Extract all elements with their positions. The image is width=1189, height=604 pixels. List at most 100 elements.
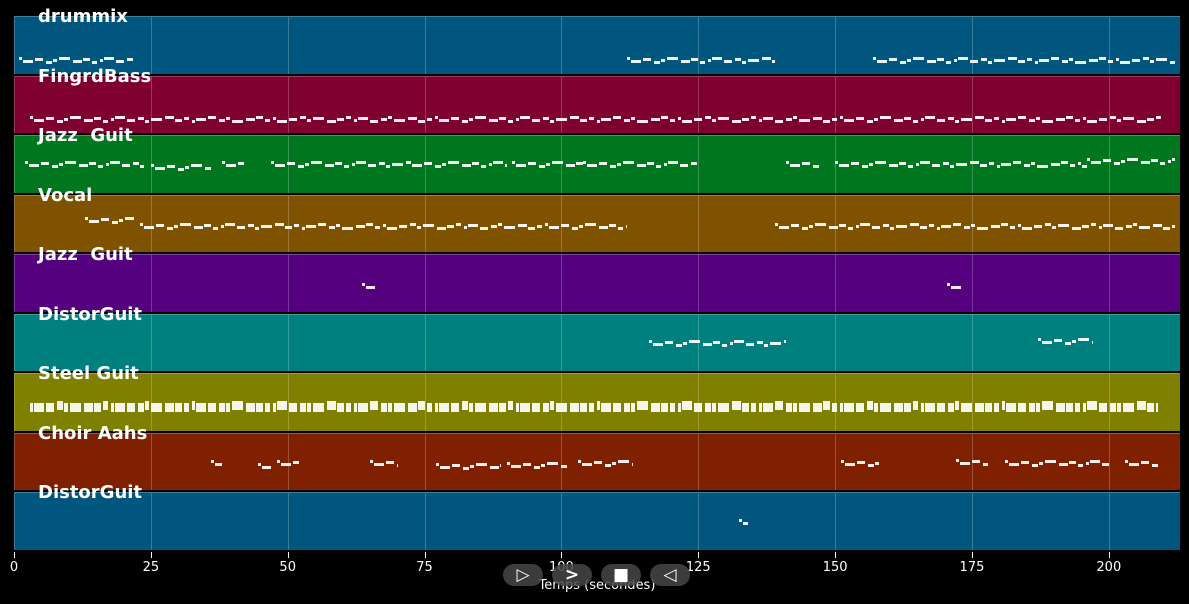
note bbox=[34, 119, 45, 123]
note bbox=[1036, 403, 1041, 413]
note bbox=[88, 161, 96, 165]
note bbox=[661, 58, 666, 62]
note bbox=[105, 162, 109, 166]
track-lane: Steel Guit bbox=[14, 365, 1180, 431]
note bbox=[570, 116, 580, 120]
grid-line bbox=[150, 76, 152, 134]
note bbox=[493, 160, 504, 164]
note bbox=[83, 57, 91, 61]
forward-button[interactable]: > bbox=[552, 564, 592, 586]
note bbox=[166, 164, 175, 168]
stop-button[interactable]: ■ bbox=[601, 564, 641, 586]
note bbox=[1038, 461, 1043, 465]
note bbox=[1125, 459, 1129, 463]
note bbox=[869, 162, 874, 166]
note bbox=[1159, 161, 1165, 165]
note bbox=[532, 403, 541, 413]
note bbox=[950, 164, 955, 168]
note bbox=[1117, 119, 1122, 123]
note bbox=[550, 401, 555, 411]
note bbox=[224, 223, 235, 227]
note bbox=[394, 403, 406, 413]
note bbox=[871, 226, 880, 230]
note bbox=[273, 117, 277, 121]
rewind-button[interactable]: ◁ bbox=[650, 564, 690, 586]
note bbox=[365, 285, 376, 289]
grid-line bbox=[287, 255, 289, 312]
note bbox=[770, 341, 781, 345]
note bbox=[793, 403, 798, 413]
note bbox=[246, 118, 256, 122]
note bbox=[1002, 401, 1006, 411]
track-label: Choir Aahs bbox=[38, 422, 148, 444]
note bbox=[1018, 403, 1027, 413]
note bbox=[307, 403, 312, 413]
grid-line bbox=[835, 17, 837, 74]
note bbox=[764, 343, 768, 347]
note bbox=[919, 226, 927, 230]
note bbox=[337, 403, 345, 413]
note bbox=[1006, 403, 1017, 413]
note bbox=[1075, 119, 1081, 123]
note bbox=[155, 224, 164, 228]
note bbox=[954, 58, 958, 62]
note bbox=[365, 223, 373, 227]
note bbox=[951, 285, 962, 289]
note bbox=[143, 226, 154, 230]
grid-line bbox=[1108, 433, 1110, 491]
note bbox=[325, 163, 335, 167]
track-lane: FingrdBass bbox=[14, 67, 1180, 134]
note bbox=[520, 116, 531, 120]
note bbox=[109, 160, 120, 164]
note bbox=[880, 403, 892, 413]
note bbox=[300, 403, 307, 413]
note bbox=[1098, 226, 1102, 230]
note bbox=[700, 60, 706, 64]
note bbox=[1126, 157, 1138, 161]
note bbox=[527, 227, 535, 231]
note bbox=[226, 117, 231, 121]
grid-line bbox=[1108, 195, 1110, 253]
note bbox=[808, 225, 813, 229]
note bbox=[908, 164, 914, 168]
grid-line bbox=[561, 195, 563, 253]
note bbox=[175, 119, 183, 123]
note bbox=[948, 403, 955, 413]
note bbox=[539, 164, 546, 168]
note bbox=[1018, 59, 1026, 63]
play-button[interactable]: ▷ bbox=[503, 564, 543, 586]
note bbox=[422, 224, 434, 228]
note bbox=[1141, 460, 1150, 464]
note bbox=[670, 119, 676, 123]
note bbox=[337, 118, 345, 122]
note bbox=[683, 341, 687, 345]
note bbox=[193, 226, 203, 230]
note bbox=[867, 120, 874, 124]
grid-line bbox=[835, 76, 837, 134]
note bbox=[712, 119, 717, 123]
note bbox=[346, 403, 352, 413]
note bbox=[970, 224, 975, 228]
note bbox=[138, 403, 145, 413]
note bbox=[956, 162, 968, 166]
note bbox=[1137, 120, 1147, 124]
note bbox=[1077, 463, 1083, 467]
note bbox=[975, 116, 985, 120]
note bbox=[1083, 403, 1087, 413]
note bbox=[617, 459, 629, 463]
note bbox=[226, 403, 231, 413]
note bbox=[882, 224, 889, 228]
note bbox=[256, 403, 264, 413]
note bbox=[844, 403, 855, 413]
note bbox=[735, 57, 742, 61]
note bbox=[801, 161, 810, 165]
track-label: Jazz Guit bbox=[38, 125, 133, 147]
note bbox=[472, 161, 480, 165]
note bbox=[100, 58, 104, 62]
note bbox=[220, 225, 224, 229]
note bbox=[64, 403, 69, 413]
note bbox=[627, 56, 631, 60]
grid-line bbox=[1108, 493, 1110, 550]
note bbox=[254, 227, 259, 231]
note bbox=[1042, 120, 1054, 124]
